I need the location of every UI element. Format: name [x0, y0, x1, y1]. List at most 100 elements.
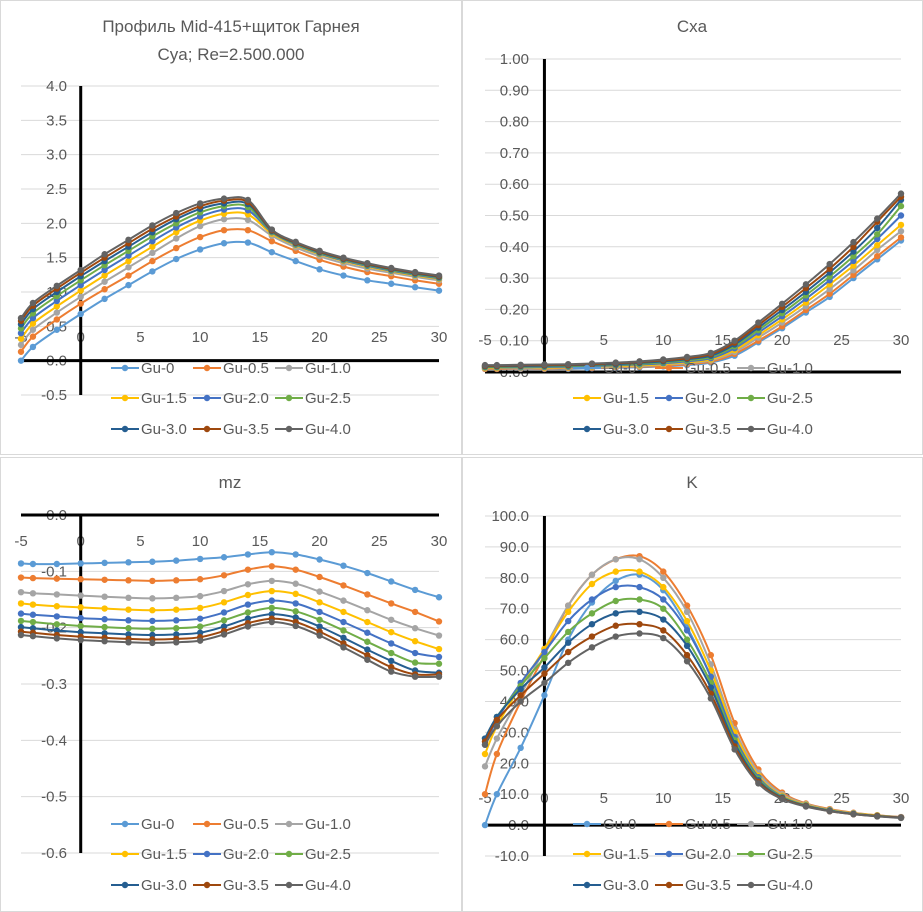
- data-point-Gu-1.0: [17, 588, 25, 596]
- data-point-Gu-4.0: [778, 795, 786, 803]
- data-point-Gu-1.0: [897, 227, 905, 235]
- data-point-Gu-4.0: [411, 673, 419, 680]
- legend-dot-marker: [203, 394, 211, 402]
- data-point-Gu-0.5: [173, 244, 180, 252]
- data-point-Gu-0.5: [173, 577, 180, 584]
- data-point-Gu-2.0: [565, 617, 572, 625]
- y-tick-label: 4.0: [46, 78, 67, 95]
- data-point-Gu-0.5: [244, 566, 252, 573]
- data-point-Gu-4.0: [316, 632, 323, 639]
- data-point-Gu-2.0: [149, 617, 156, 625]
- data-point-Gu-4.0: [340, 254, 347, 261]
- data-point-Gu-4.0: [292, 238, 299, 246]
- data-point-Gu-0: [411, 283, 419, 291]
- data-point-Gu-4.0: [101, 637, 108, 645]
- data-point-Gu-0: [173, 557, 180, 564]
- data-point-Gu-1.5: [435, 645, 443, 653]
- data-point-Gu-0: [125, 559, 132, 566]
- x-tick-label: 30: [431, 329, 448, 346]
- x-tick-label: 15: [252, 329, 269, 346]
- data-point-Gu-3.0: [660, 616, 667, 623]
- data-point-Gu-2.0: [17, 610, 25, 617]
- legend-dot-marker: [285, 820, 293, 828]
- data-point-Gu-1.5: [77, 604, 84, 611]
- data-point-Gu-3.0: [17, 623, 25, 631]
- data-point-Gu-4.0: [53, 282, 61, 290]
- series-line-Gu-4.0: [20, 620, 440, 679]
- data-point-Gu-0.5: [826, 290, 833, 297]
- data-point-Gu-4.0: [411, 268, 419, 276]
- y-tick-label: 100.0: [491, 508, 529, 525]
- data-point-Gu-2.0: [101, 616, 108, 623]
- data-point-Gu-0: [411, 586, 419, 594]
- data-point-Gu-2.5: [53, 621, 61, 628]
- data-point-Gu-2.5: [565, 628, 572, 636]
- x-tick-label: 15: [252, 533, 269, 550]
- data-point-Gu-1.0: [101, 593, 108, 600]
- x-tick-label: 20: [774, 332, 791, 349]
- y-tick-label: 1.5: [46, 250, 67, 267]
- legend-entry-Gu-1.5: Gu-1.5: [573, 390, 649, 407]
- data-point-Gu-1.0: [268, 577, 275, 585]
- legend-entry-Gu-0: Gu-0: [573, 816, 636, 833]
- data-point-Gu-2.5: [683, 636, 691, 643]
- data-point-Gu-4.0: [636, 630, 643, 637]
- y-tick-label: 70.0: [500, 601, 529, 618]
- data-point-Gu-0: [17, 357, 25, 364]
- data-point-Gu-2.5: [268, 604, 275, 612]
- data-point-Gu-4.0: [149, 222, 156, 229]
- data-point-Gu-0: [17, 560, 25, 567]
- data-point-Gu-0: [340, 272, 347, 279]
- data-point-Gu-0: [53, 326, 61, 333]
- y-tick-label: -0.5: [41, 789, 67, 806]
- legend-entry-Gu-1.5: Gu-1.5: [573, 846, 649, 863]
- legend-dot-marker: [583, 820, 591, 828]
- data-point-Gu-0.5: [340, 582, 347, 589]
- data-point-Gu-1.0: [316, 588, 323, 595]
- data-point-Gu-3.0: [173, 631, 180, 638]
- legend-dot-marker: [203, 364, 211, 372]
- data-point-Gu-3.5: [636, 620, 643, 628]
- cya-chart-panel: Профиль Mid-415+щиток Гарнея Cya; Re=2.50…: [0, 0, 462, 455]
- data-point-Gu-4.0: [316, 247, 323, 254]
- data-point-Gu-2.5: [77, 622, 84, 630]
- data-point-Gu-2.0: [268, 597, 275, 604]
- data-point-Gu-0.5: [268, 563, 275, 570]
- data-point-Gu-0: [316, 266, 323, 273]
- data-point-Gu-2.0: [316, 608, 323, 616]
- y-tick-label: 10.0: [500, 786, 529, 803]
- data-point-Gu-4.0: [17, 314, 25, 322]
- data-point-Gu-2.0: [149, 237, 156, 245]
- legend-dot-marker: [121, 820, 129, 828]
- data-point-Gu-0.5: [874, 252, 881, 260]
- legend-entry-Gu-4.0: Gu-4.0: [737, 421, 813, 438]
- data-point-Gu-1.5: [565, 608, 572, 616]
- data-point-Gu-0: [292, 551, 299, 558]
- legend-entry-Gu-3.5: Gu-3.5: [193, 877, 269, 894]
- legend-entry-Gu-2.5: Gu-2.5: [737, 390, 813, 407]
- data-point-Gu-4.0: [755, 319, 762, 326]
- legend-label: Gu-0.5: [685, 816, 731, 833]
- data-point-Gu-0: [149, 268, 156, 275]
- legend-label: Gu-1.5: [603, 846, 649, 863]
- data-point-Gu-1.5: [53, 603, 61, 610]
- k-chart: K-10.00.010.020.030.040.050.060.070.080.…: [478, 473, 909, 894]
- data-point-Gu-1.0: [636, 556, 643, 563]
- legend-entry-Gu-0.5: Gu-0.5: [655, 816, 731, 833]
- legend-entry-Gu-1.5: Gu-1.5: [111, 390, 187, 407]
- data-point-Gu-1.0: [850, 267, 857, 274]
- legend-dot-marker: [747, 850, 755, 858]
- data-point-Gu-4.0: [612, 633, 619, 640]
- data-point-Gu-0: [493, 790, 501, 798]
- legend-label: Gu-3.5: [223, 877, 269, 894]
- data-point-Gu-4.0: [173, 639, 180, 646]
- data-point-Gu-4.0: [778, 300, 786, 307]
- data-point-Gu-1.0: [173, 594, 180, 602]
- data-point-Gu-4.0: [125, 236, 132, 244]
- data-point-Gu-2.0: [340, 618, 347, 626]
- legend-label: Gu-2.0: [685, 846, 731, 863]
- data-point-Gu-4.0: [541, 361, 548, 368]
- data-point-Gu-1.5: [53, 303, 61, 310]
- data-point-Gu-3.0: [850, 248, 857, 255]
- data-point-Gu-0.5: [53, 316, 61, 323]
